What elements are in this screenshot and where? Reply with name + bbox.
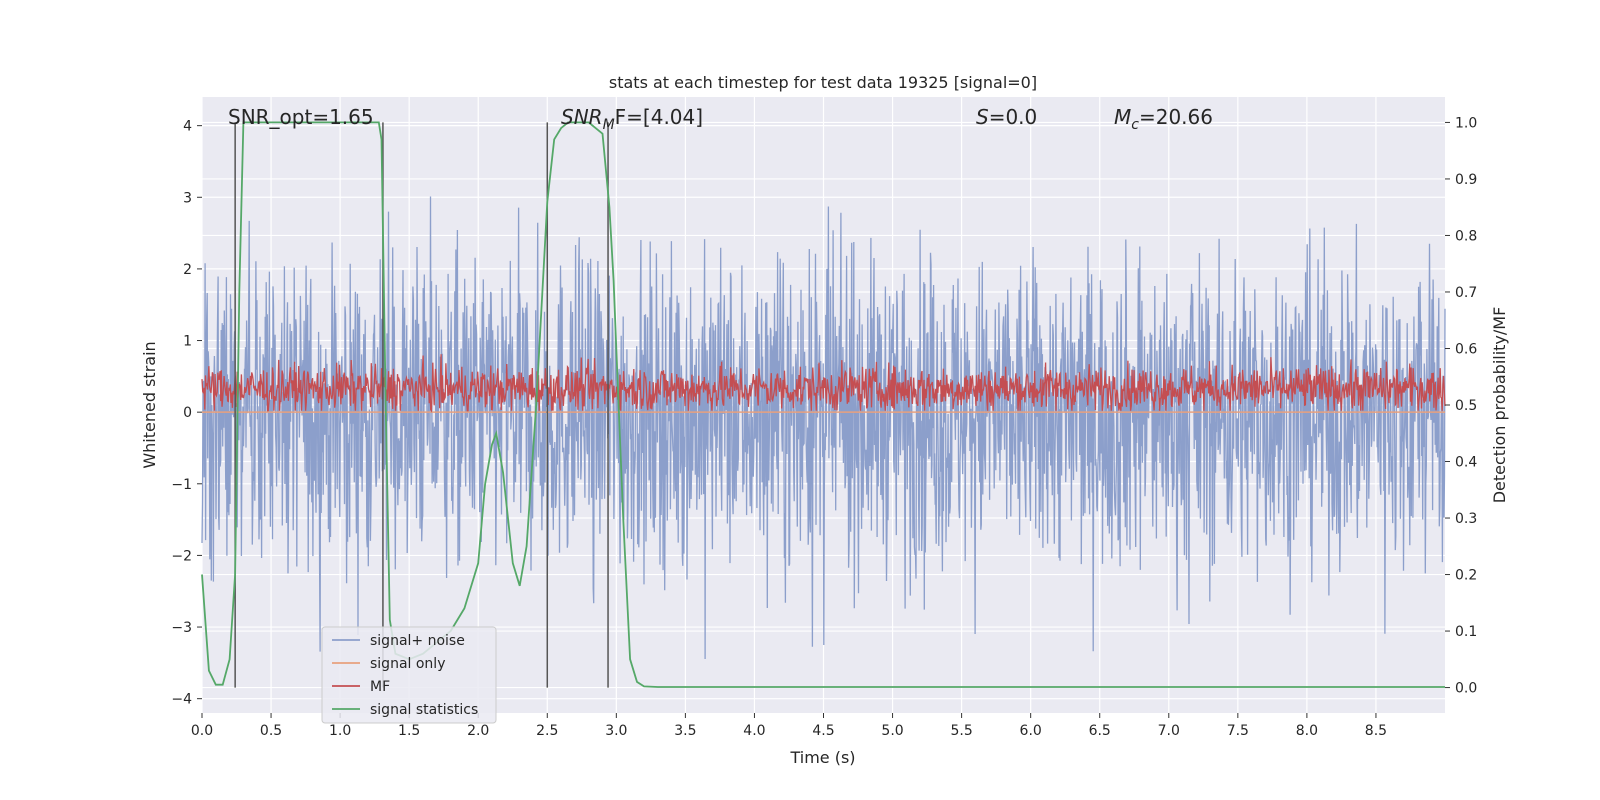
x-tick-label: 8.5: [1365, 723, 1387, 739]
legend-label-signal-only: signal only: [370, 656, 445, 672]
chart-title: stats at each timestep for test data 193…: [609, 73, 1037, 92]
annotation-snr-mf-rest: F=[4.04]: [615, 105, 703, 129]
annotation-s-main: S: [976, 105, 989, 129]
y-tick-label: −3: [171, 620, 192, 636]
x-tick-label: 5.5: [950, 723, 972, 739]
series-line-signal-statistics: [201, 121, 1445, 688]
y-tick-label: 3: [183, 190, 192, 206]
legend-label-mf: MF: [370, 679, 390, 695]
annotation-mc-rest: =20.66: [1139, 105, 1213, 129]
y-right-tick-label: 0.3: [1455, 511, 1477, 527]
annotation-s: S=0.0: [976, 105, 1037, 129]
annotation-snr-opt: SNR_opt=1.65: [228, 105, 374, 129]
y-right-tick-label: 0.6: [1455, 341, 1477, 357]
y-right-tick-label: 1.0: [1455, 115, 1477, 131]
series-signal-noise: [201, 196, 1446, 660]
x-tick-label: 4.5: [812, 723, 834, 739]
y-right-tick-label: 0.7: [1455, 285, 1477, 301]
x-axis-ticks: 0.0 0.5 1.0 1.5 2.0 2.5 3.0 3.5 4.0 4.5 5.0 5.5 6.0 6…: [191, 713, 1387, 739]
legend: signal+ noise signal only MF signal stat…: [321, 626, 497, 724]
x-tick-label: 2.5: [536, 723, 558, 739]
x-tick-label: 7.0: [1158, 723, 1180, 739]
y-tick-label: 4: [183, 119, 192, 135]
y-tick-label: 2: [183, 262, 192, 278]
y-right-tick-label: 0.9: [1455, 172, 1477, 188]
x-tick-label: 2.0: [467, 723, 489, 739]
y-right-tick-label: 0.1: [1455, 624, 1477, 640]
legend-box: [321, 626, 497, 724]
y-axis-ticks: 4 3 2 1 0 −1 −2 −3 −4: [171, 119, 202, 708]
annotation-s-rest: =0.0: [989, 105, 1038, 129]
x-tick-label: 8.0: [1296, 723, 1318, 739]
y-tick-label: −4: [171, 692, 192, 708]
legend-label-signal-statistics: signal statistics: [370, 702, 478, 718]
annotation-snr-mf-sub: M: [603, 117, 615, 133]
y-right-tick-label: 0.5: [1455, 398, 1477, 414]
y-right-tick-label: 0.4: [1455, 455, 1477, 471]
x-tick-label: 3.0: [605, 723, 627, 739]
x-tick-label: 0.5: [260, 723, 282, 739]
x-tick-label: 0.0: [191, 723, 213, 739]
y-axis-label: Whitened strain: [140, 341, 159, 468]
annotation-snr-mf: SNRMF=[4.04]: [561, 105, 703, 133]
annotation-mc: Mc=20.66: [1114, 105, 1213, 133]
annotation-mc-sub: c: [1131, 117, 1139, 133]
series-line-signal-noise: [201, 196, 1446, 660]
y-right-tick-label: 0.8: [1455, 228, 1477, 244]
x-tick-label: 1.0: [329, 723, 351, 739]
x-tick-label: 6.5: [1089, 723, 1111, 739]
x-tick-label: 6.0: [1020, 723, 1042, 739]
y-tick-label: 0: [183, 405, 192, 421]
y-right-tick-label: 0.2: [1455, 568, 1477, 584]
x-tick-label: 1.5: [398, 723, 420, 739]
x-tick-label: 4.0: [743, 723, 765, 739]
annotation-mc-main: M: [1114, 105, 1131, 129]
x-tick-label: 7.5: [1227, 723, 1249, 739]
series-signal-statistics: [201, 121, 1445, 688]
y-tick-label: −1: [171, 477, 192, 493]
series-mf: [201, 354, 1446, 413]
legend-label-signal-noise: signal+ noise: [370, 633, 465, 649]
x-tick-label: 5.0: [881, 723, 903, 739]
series-line-mf: [201, 354, 1446, 413]
x-axis-label: Time (s): [789, 748, 855, 767]
y-axis-right-ticks: 1.0 0.9 0.8 0.7 0.6 0.5 0.4 0.3 0.2 0.1 0.0: [1445, 115, 1477, 697]
y-axis-right-label: Detection probability/MF: [1490, 307, 1509, 504]
y-tick-label: 1: [183, 334, 192, 350]
y-tick-label: −2: [171, 548, 192, 564]
x-tick-label: 3.5: [674, 723, 696, 739]
annotation-snr-mf-main: SNR: [561, 105, 603, 129]
y-right-tick-label: 0.0: [1455, 681, 1477, 697]
